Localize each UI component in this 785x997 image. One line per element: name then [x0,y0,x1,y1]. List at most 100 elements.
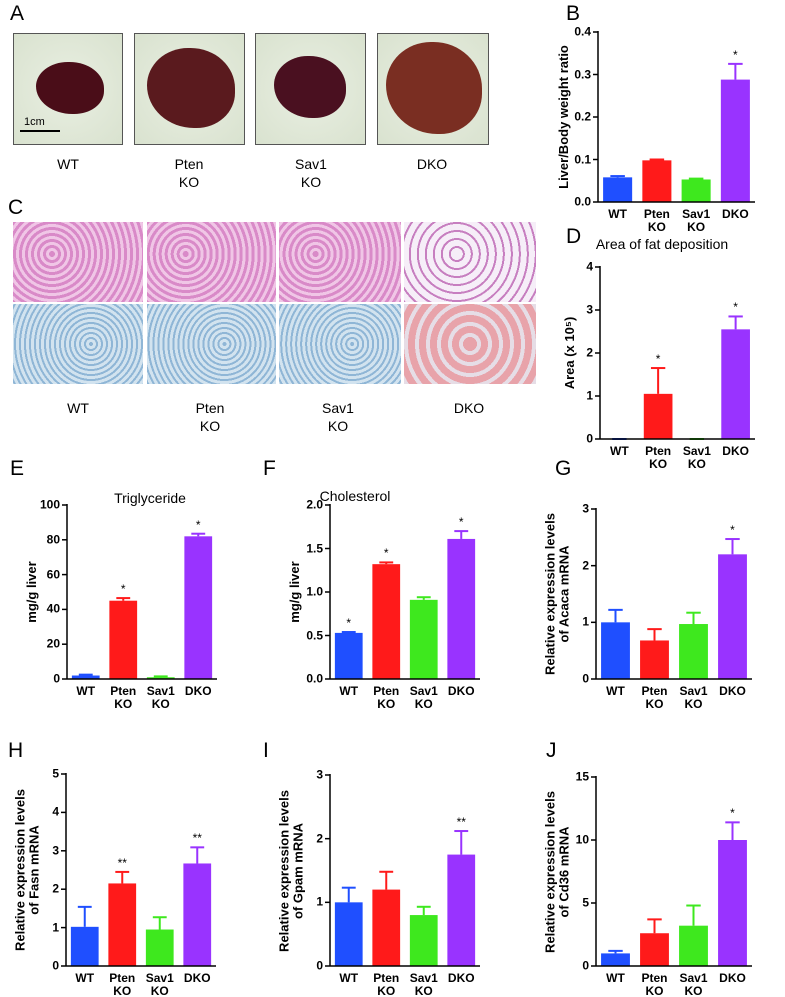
y-tick-label: 1.5 [306,540,323,555]
bar [601,953,630,966]
y-tick-label: 3 [586,302,593,317]
y-tick-label: 60 [46,567,60,581]
x-tick-label: WT [608,207,627,221]
y-tick-label: 5 [52,766,59,781]
x-tick-label: WT [339,971,359,985]
panel-letter: J [546,739,557,762]
significance-mark: * [730,523,735,538]
he-stain [279,222,401,302]
significance-mark: * [655,352,661,367]
bar [70,926,99,966]
y-tick-label: 80 [46,532,60,547]
significance-mark: ** [117,855,127,870]
y-tick-label: 0.0 [574,194,591,209]
y-tick-label: 4 [52,804,59,819]
bar [146,677,175,679]
liver-photo: 1cm [13,33,123,145]
bar [681,179,711,202]
oil-red-o-stain [13,304,143,384]
y-tick-label: 0 [52,958,59,973]
significance-mark: * [346,616,352,631]
x-tick-label: Sav1 KO [682,444,711,472]
y-axis-label: Relative expression levels of Cd36 mRNA [542,790,572,953]
bar [409,915,438,966]
y-tick-label: 2 [52,881,59,896]
bar [71,675,100,679]
bar [642,160,672,202]
bar [721,329,750,439]
panel-letter: E [10,457,25,480]
x-tick-label: DKO [719,971,746,985]
bar [145,929,174,966]
x-tick-label: Sav1 KO [409,684,438,712]
y-tick-label: 0 [316,958,323,973]
x-tick-label: DKO [722,444,749,458]
x-tick-label: Pten KO [641,684,668,712]
y-axis-label: mg/g liver [23,561,39,623]
x-tick-label: WT [610,444,629,458]
x-tick-label: Pten KO [110,684,137,712]
bar [603,177,633,202]
x-tick-label: WT [75,971,95,985]
x-tick-label: Pten KO [109,971,136,997]
panel-letter: F [263,457,276,480]
y-tick-label: 10 [575,832,589,847]
x-tick-label: DKO [722,207,749,221]
y-tick-label: 1 [316,894,323,909]
he-stain [404,222,536,302]
y-tick-label: 2.0 [306,497,323,512]
photo-caption: Sav1 KO [322,400,354,435]
x-tick-label: Sav1 KO [679,971,708,997]
x-tick-label: Pten KO [373,971,400,997]
x-tick-label: DKO [184,684,212,698]
significance-mark: * [733,300,738,315]
x-tick-label: Sav1 KO [409,971,438,997]
significance-mark: ** [192,831,202,846]
y-tick-label: 0.3 [574,66,591,81]
oil-red-o-stain [279,304,401,384]
y-tick-label: 1.0 [306,584,323,599]
bar [640,933,669,966]
photo-caption: Pten KO [174,156,204,191]
x-tick-label: WT [606,971,625,985]
x-tick-label: Sav1 KO [146,684,175,712]
x-tick-label: DKO [447,684,475,698]
y-tick-label: 0 [582,958,589,973]
y-tick-label: 2 [316,831,323,846]
y-tick-label: 4 [586,259,593,274]
bar [372,889,401,966]
y-tick-label: 0 [582,671,589,686]
bar [409,599,438,679]
y-tick-label: 1 [582,614,589,629]
y-tick-label: 0 [586,431,593,446]
panel-letter: B [566,2,581,25]
y-tick-label: 3 [582,501,589,516]
bar [718,554,747,679]
panel-letter: I [263,739,269,762]
x-tick-label: Pten KO [373,684,400,712]
liver-photo [134,33,245,145]
significance-mark: * [458,515,464,530]
photo-caption: Sav1 KO [295,156,327,191]
photo-caption: DKO [453,400,485,416]
y-tick-label: 100 [39,497,60,512]
liver [386,42,482,134]
y-tick-label: 15 [575,769,589,784]
y-tick-label: 0.0 [306,671,323,686]
y-tick-label: 20 [46,636,60,651]
significance-mark: ** [456,815,466,830]
x-tick-label: WT [606,684,625,698]
y-tick-label: 0.4 [574,24,591,39]
panel-letter: H [8,739,24,762]
significance-mark: * [730,806,735,821]
bar [679,624,708,679]
x-tick-label: Sav1 KO [682,207,711,235]
photo-caption: Pten KO [195,400,225,435]
x-tick-label: DKO [447,971,475,985]
chart-title: Triglyceride [114,490,186,506]
chart-title: Area of fat deposition [595,236,729,252]
liver [147,48,235,128]
x-tick-label: Pten KO [645,444,672,472]
y-tick-label: 2 [582,558,589,573]
